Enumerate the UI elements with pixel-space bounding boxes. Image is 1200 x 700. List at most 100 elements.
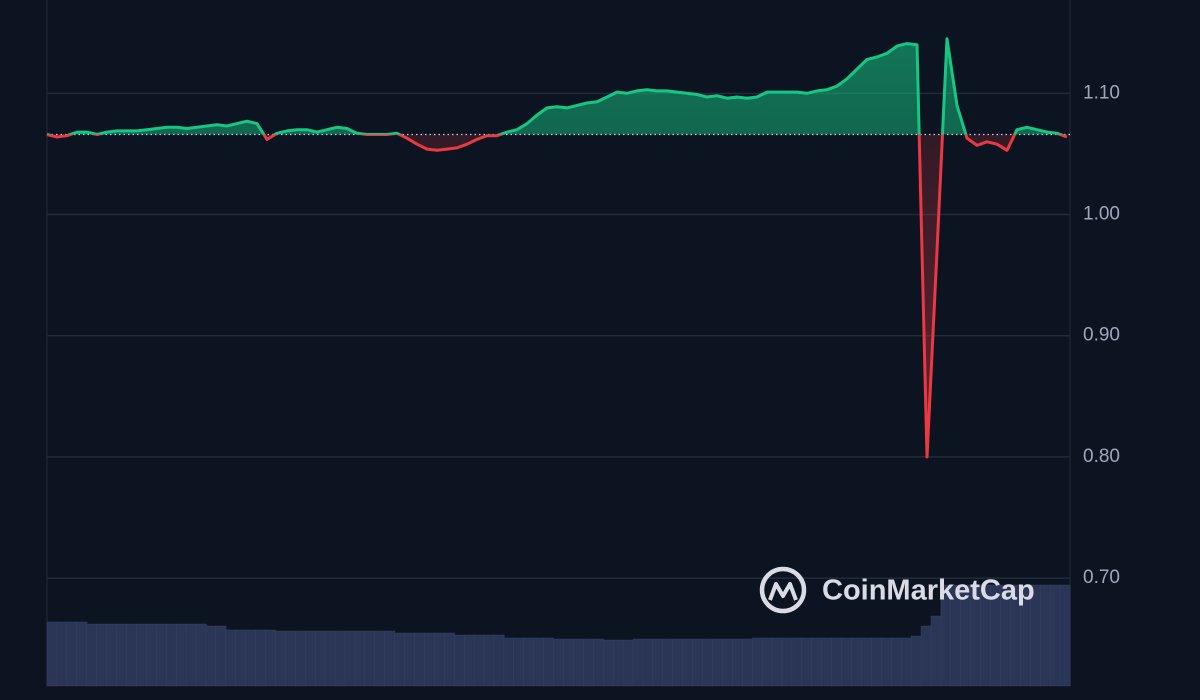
volume-bar xyxy=(285,630,296,687)
volume-bar xyxy=(66,621,78,687)
volume-bar xyxy=(871,637,882,687)
volume-bar xyxy=(771,637,783,687)
volume-bar xyxy=(831,637,843,687)
volume-bar xyxy=(910,635,922,687)
volume-bar xyxy=(801,637,813,687)
volume-bar xyxy=(781,637,793,687)
volume-bar xyxy=(692,638,704,687)
volume-bar xyxy=(523,637,535,687)
volume-bar xyxy=(245,629,257,687)
volume-bar xyxy=(493,634,505,687)
volume-bar xyxy=(503,637,515,687)
y-tick-label: 1.10 xyxy=(1083,82,1120,103)
volume-bar xyxy=(483,634,495,687)
volume-bar xyxy=(722,638,733,687)
volume-bar xyxy=(404,632,415,687)
volume-bar xyxy=(622,639,634,687)
volume-bar xyxy=(652,638,664,687)
volume-bar xyxy=(165,623,177,687)
volume-bar xyxy=(364,630,376,687)
volume-bar xyxy=(76,621,88,687)
volume-bar xyxy=(414,632,425,687)
volume-bar xyxy=(255,629,267,687)
volume-bar xyxy=(185,623,197,687)
volume-bar xyxy=(573,638,584,687)
volume-bar xyxy=(682,638,694,687)
volume-bar xyxy=(116,623,127,687)
watermark: CoinMarketCap xyxy=(759,566,1035,614)
volume-bar xyxy=(543,637,555,687)
volume-bar xyxy=(821,637,833,687)
logo-mark xyxy=(768,582,798,601)
volume-bar xyxy=(324,630,336,687)
y-tick-label: 0.80 xyxy=(1083,446,1120,467)
volume-bar xyxy=(553,638,564,687)
volume-bar xyxy=(305,630,316,687)
volume-bar xyxy=(742,638,753,687)
volume-bar xyxy=(791,637,803,687)
volume-bar xyxy=(56,621,68,687)
volume-bar xyxy=(1059,584,1071,687)
volume-bar xyxy=(126,623,137,687)
volume-bar xyxy=(275,630,286,687)
volume-bar xyxy=(900,637,912,687)
area-up xyxy=(47,38,1061,135)
volume-bar xyxy=(751,637,763,687)
volume-bar xyxy=(156,623,167,687)
logo xyxy=(759,566,807,614)
volume-bar xyxy=(394,632,406,687)
volume-bar xyxy=(215,625,227,687)
volume-bar xyxy=(891,637,902,687)
volume-bar xyxy=(334,630,346,687)
volume-bar xyxy=(195,623,207,687)
volume-bar xyxy=(374,630,386,687)
y-tick-label: 1.00 xyxy=(1083,204,1120,225)
volume-bar xyxy=(533,637,545,687)
volume-bar xyxy=(473,634,485,687)
volume-bar xyxy=(265,629,276,687)
volume-bar xyxy=(632,638,644,687)
y-tick-label: 0.90 xyxy=(1083,325,1120,346)
volume-bar xyxy=(314,630,326,687)
volume-bar xyxy=(702,638,713,687)
volume-bar xyxy=(1049,584,1061,687)
volume-bar xyxy=(712,638,723,687)
volume-bar xyxy=(136,623,147,687)
volume-bar xyxy=(46,621,58,687)
watermark-text: CoinMarketCap xyxy=(822,575,1035,607)
volume-bar xyxy=(811,637,823,687)
volume-bar xyxy=(583,638,594,687)
volume-bar xyxy=(881,637,892,687)
volume-bar xyxy=(354,630,366,687)
volume-bar xyxy=(761,637,773,687)
volume-bar xyxy=(463,634,475,687)
volume-bar xyxy=(602,639,614,687)
volume-bar xyxy=(563,638,574,687)
volume-bar xyxy=(444,632,455,687)
volume-bar xyxy=(205,625,217,687)
volume-bar xyxy=(1040,584,1051,687)
volume-bar xyxy=(424,632,435,687)
volume-bar xyxy=(593,638,604,687)
volume-bar xyxy=(930,615,942,687)
volume-bar xyxy=(513,637,525,687)
volume-bar xyxy=(732,638,743,687)
volume-bar xyxy=(841,637,852,687)
volume-bar xyxy=(96,623,108,687)
price-line-up xyxy=(46,37,1065,135)
volume-bar xyxy=(146,623,157,687)
volume-bar xyxy=(295,630,306,687)
volume-bar xyxy=(106,623,118,687)
volume-bar xyxy=(225,629,237,687)
volume-bar xyxy=(642,638,654,687)
volume-bar xyxy=(861,637,872,687)
volume-bar xyxy=(662,638,674,687)
volume-bar xyxy=(175,623,187,687)
volume-bar xyxy=(920,625,932,687)
volume-bar xyxy=(344,630,356,687)
volume-bar xyxy=(434,632,445,687)
volume-bar xyxy=(612,639,624,687)
volume-bar xyxy=(384,630,396,687)
